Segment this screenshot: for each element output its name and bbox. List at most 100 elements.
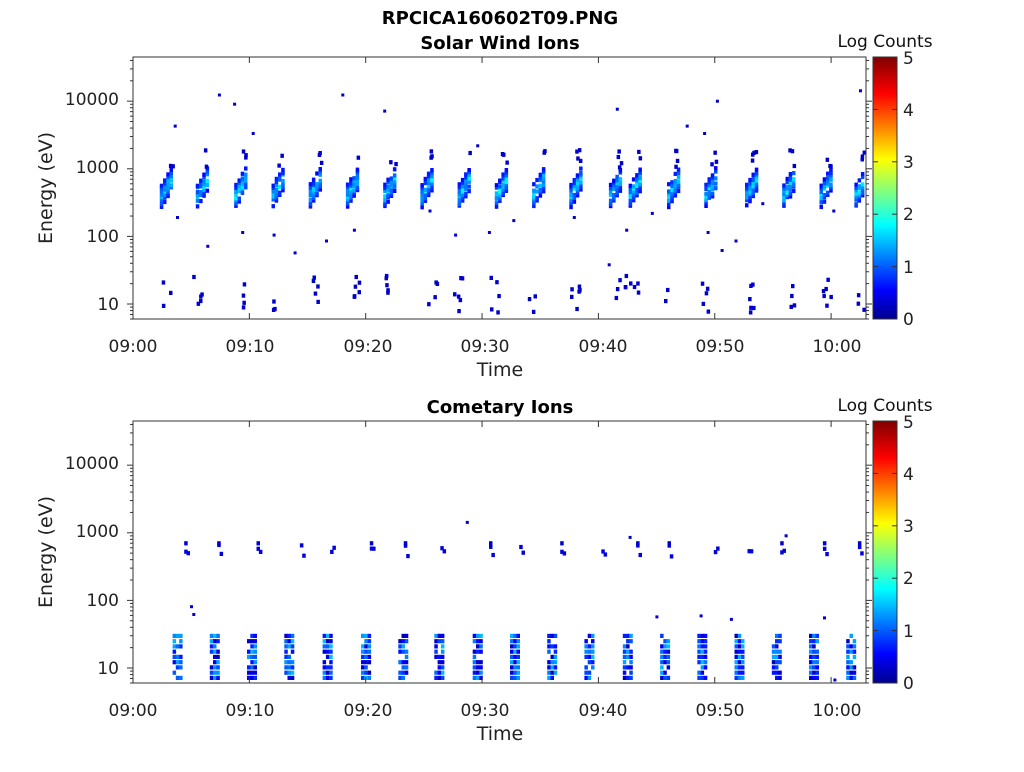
heatmap-cell — [812, 644, 816, 649]
colorbar-ticks — [873, 420, 897, 684]
heatmap-cell — [318, 178, 322, 183]
heatmap-cell — [829, 170, 833, 176]
heatmap-cell — [398, 639, 402, 644]
heatmap-cell — [513, 675, 517, 680]
heatmap-cell — [367, 660, 372, 665]
x-tick-label: 09:10 — [226, 701, 275, 721]
heatmap-cell — [710, 180, 715, 186]
heatmap-cell — [420, 198, 424, 203]
heatmap-cell — [570, 294, 574, 299]
heatmap-cell — [166, 175, 170, 180]
heatmap-cell — [460, 180, 465, 185]
heatmap-cell — [852, 670, 857, 675]
heatmap-cell — [615, 193, 619, 198]
heatmap-cell — [244, 176, 248, 181]
heatmap-cell — [550, 660, 554, 665]
heatmap-cell — [392, 184, 397, 189]
heatmap-cell — [355, 186, 360, 191]
heatmap-cell — [569, 205, 573, 210]
heatmap-cell — [857, 192, 862, 197]
heatmap-cell — [617, 165, 622, 170]
colorbar-ticks — [873, 56, 897, 320]
heatmap-cell — [237, 189, 241, 194]
heatmap-cell — [166, 172, 170, 177]
heatmap-cell — [667, 198, 671, 203]
heatmap-cell — [476, 675, 480, 680]
heatmap-cell — [433, 295, 437, 300]
heatmap-cell — [383, 182, 387, 187]
heatmap-cell — [349, 190, 353, 195]
heatmap-cell — [669, 554, 674, 559]
heatmap-cell — [247, 675, 251, 680]
heatmap-cell — [345, 194, 350, 199]
heatmap-cell — [789, 304, 793, 309]
heatmap-cell — [749, 283, 753, 288]
heatmap-cell — [812, 639, 816, 644]
heatmap-cell — [608, 189, 613, 194]
heatmap-cell — [663, 660, 667, 665]
heatmap-cell — [751, 187, 755, 192]
heatmap-cell — [846, 675, 850, 680]
heatmap-cell — [494, 183, 499, 188]
heatmap-cell — [535, 184, 539, 189]
heatmap-cell — [355, 169, 360, 175]
heatmap-cell — [550, 633, 554, 638]
heatmap-cell — [312, 275, 316, 280]
heatmap-cell — [516, 639, 520, 644]
heatmap-cell — [494, 204, 499, 209]
heatmap-cell — [737, 675, 742, 680]
heatmap-cell — [420, 195, 424, 201]
heatmap-cell — [213, 649, 217, 654]
heatmap-cell — [703, 633, 708, 638]
heatmap-cell — [749, 305, 753, 310]
heatmap-cell — [498, 193, 502, 198]
heatmap-cell — [706, 231, 710, 234]
heatmap-cell — [501, 182, 505, 187]
heatmap-cell — [538, 190, 543, 195]
heatmap-cell — [325, 654, 330, 659]
heatmap-cell — [532, 188, 536, 193]
heatmap-cell — [352, 188, 356, 193]
heatmap-cell — [751, 172, 755, 177]
heatmap-cell — [854, 182, 858, 187]
colorbar-tick-label: 1 — [903, 258, 914, 278]
heatmap-cell — [700, 665, 705, 670]
heatmap-cell — [734, 649, 738, 654]
heatmap-cell — [632, 284, 637, 290]
heatmap-cell — [535, 189, 539, 194]
heatmap-cell — [440, 670, 445, 675]
heatmap-cell — [175, 660, 180, 665]
heatmap-cell — [821, 289, 826, 294]
heatmap-cell — [703, 660, 708, 665]
heatmap-cell — [430, 174, 434, 179]
heatmap-cell — [322, 649, 327, 654]
heatmap-cell — [852, 675, 857, 680]
heatmap-cell — [584, 649, 588, 654]
heatmap-cell — [467, 172, 471, 177]
heatmap-cell — [812, 654, 816, 659]
heatmap-cell — [822, 186, 827, 191]
heatmap-cell — [628, 535, 632, 539]
heatmap-cell — [809, 633, 813, 638]
heatmap-cell — [247, 654, 251, 659]
heatmap-cell — [538, 176, 543, 181]
heatmap-cell — [704, 182, 708, 187]
heatmap-cell — [629, 633, 633, 638]
heatmap-cell — [308, 197, 313, 202]
heatmap-cell — [667, 182, 671, 187]
heatmap-cell — [849, 649, 853, 654]
heatmap-cell — [352, 176, 356, 181]
x-tick-label: 09:30 — [461, 701, 510, 721]
heatmap-cell — [623, 285, 628, 290]
heatmap-cell — [741, 644, 745, 649]
heatmap-cell — [775, 660, 779, 665]
heatmap-cell — [638, 189, 642, 194]
heatmap-cell — [569, 182, 573, 188]
heatmap-cell — [355, 167, 360, 172]
heatmap-cell — [465, 520, 469, 524]
heatmap-cell — [778, 654, 782, 659]
heatmap-cell — [577, 148, 582, 153]
heatmap-cell — [460, 276, 465, 281]
heatmap-cell — [628, 190, 633, 195]
heatmap-cell — [584, 675, 588, 680]
